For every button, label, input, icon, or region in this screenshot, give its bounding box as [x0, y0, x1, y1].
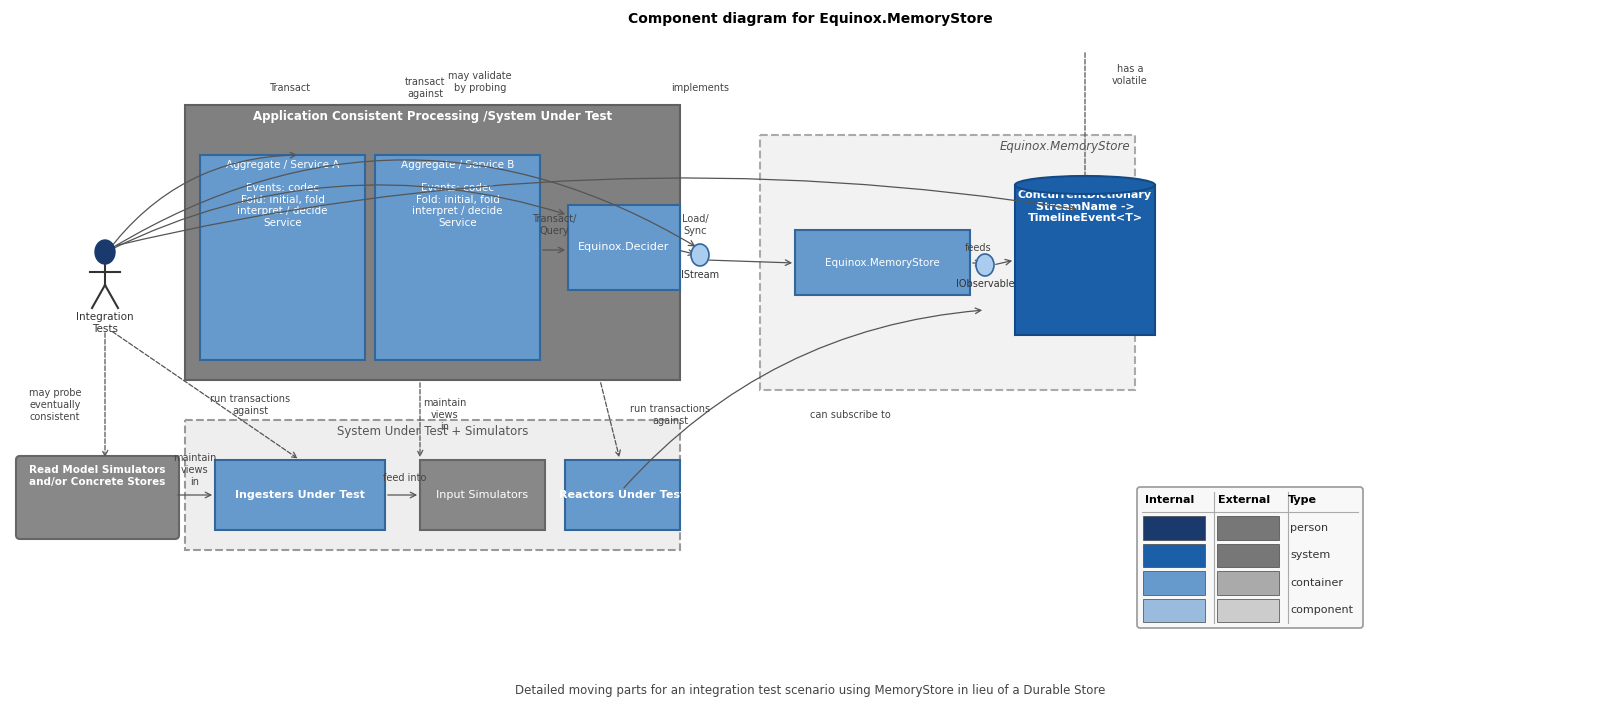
Text: Equinox.MemoryStore: Equinox.MemoryStore — [1000, 140, 1130, 153]
Text: maintain
views
in: maintain views in — [423, 398, 467, 432]
FancyBboxPatch shape — [199, 155, 365, 360]
Text: Application Consistent Processing /System Under Test: Application Consistent Processing /Syste… — [253, 110, 613, 123]
Text: component: component — [1290, 606, 1354, 615]
Text: implements: implements — [671, 83, 729, 93]
Ellipse shape — [1015, 176, 1156, 194]
FancyBboxPatch shape — [1217, 516, 1279, 540]
Text: Internal: Internal — [1144, 495, 1195, 505]
Text: run transactions
against: run transactions against — [211, 394, 290, 416]
FancyBboxPatch shape — [216, 460, 386, 530]
Text: system: system — [1290, 551, 1331, 561]
Text: Reactors Under Test: Reactors Under Test — [559, 490, 686, 500]
FancyBboxPatch shape — [1143, 571, 1204, 594]
FancyBboxPatch shape — [1143, 543, 1204, 567]
Text: Equinox.Decider: Equinox.Decider — [579, 242, 669, 252]
Text: Aggregate / Service B

Events: codec
Fold: initial, fold
interpret / decide
Serv: Aggregate / Service B Events: codec Fold… — [400, 160, 514, 228]
FancyBboxPatch shape — [566, 460, 679, 530]
Ellipse shape — [96, 240, 115, 264]
Text: feeds: feeds — [964, 243, 992, 253]
Text: IObservable: IObservable — [956, 279, 1015, 289]
Text: Transact: Transact — [269, 83, 311, 93]
Text: ConcurrentDictionary
StreamName ->
TimelineEvent<T>: ConcurrentDictionary StreamName -> Timel… — [1018, 190, 1153, 223]
Text: Read Model Simulators
and/or Concrete Stores: Read Model Simulators and/or Concrete St… — [29, 465, 165, 487]
Text: feed into: feed into — [383, 473, 426, 483]
FancyBboxPatch shape — [1217, 571, 1279, 594]
Text: Input Simulators: Input Simulators — [436, 490, 528, 500]
FancyBboxPatch shape — [185, 105, 679, 380]
FancyBboxPatch shape — [374, 155, 540, 360]
FancyBboxPatch shape — [1143, 516, 1204, 540]
FancyBboxPatch shape — [1217, 598, 1279, 622]
Ellipse shape — [976, 254, 994, 276]
Text: transact
against: transact against — [405, 77, 446, 99]
FancyBboxPatch shape — [1136, 487, 1363, 628]
FancyBboxPatch shape — [1143, 598, 1204, 622]
Text: Component diagram for Equinox.MemoryStore: Component diagram for Equinox.MemoryStor… — [627, 12, 994, 26]
FancyBboxPatch shape — [1015, 185, 1156, 335]
Text: may probe
eventually
consistent: may probe eventually consistent — [29, 388, 81, 422]
FancyBboxPatch shape — [420, 460, 545, 530]
Text: Ingesters Under Test: Ingesters Under Test — [235, 490, 365, 500]
Text: run transactions
against: run transactions against — [631, 404, 710, 426]
Text: Type: Type — [1289, 495, 1316, 505]
FancyBboxPatch shape — [1217, 543, 1279, 567]
Text: person: person — [1290, 523, 1328, 533]
Text: container: container — [1290, 578, 1344, 588]
FancyBboxPatch shape — [794, 230, 969, 295]
Text: Equinox.MemoryStore: Equinox.MemoryStore — [825, 257, 940, 267]
Ellipse shape — [691, 244, 708, 266]
Text: IStream: IStream — [681, 270, 720, 280]
Text: Integration
Tests: Integration Tests — [76, 312, 135, 334]
Text: may validate
by probing: may validate by probing — [447, 72, 512, 93]
Text: System Under Test + Simulators: System Under Test + Simulators — [337, 425, 528, 438]
Text: Load/
Sync: Load/ Sync — [682, 214, 708, 236]
FancyBboxPatch shape — [567, 205, 679, 290]
Text: External: External — [1217, 495, 1271, 505]
FancyBboxPatch shape — [185, 420, 679, 550]
Text: can subscribe to: can subscribe to — [809, 410, 890, 420]
Text: Detailed moving parts for an integration test scenario using MemoryStore in lieu: Detailed moving parts for an integration… — [515, 684, 1106, 697]
Text: Transact/
Query: Transact/ Query — [532, 214, 575, 236]
Text: maintain
views
in: maintain views in — [173, 453, 217, 487]
FancyBboxPatch shape — [16, 456, 178, 539]
FancyBboxPatch shape — [760, 135, 1135, 390]
Text: Aggregate / Service A

Events: codec
Fold: initial, fold
interpret / decide
Serv: Aggregate / Service A Events: codec Fold… — [225, 160, 339, 228]
Text: has a
volatile: has a volatile — [1112, 64, 1148, 86]
